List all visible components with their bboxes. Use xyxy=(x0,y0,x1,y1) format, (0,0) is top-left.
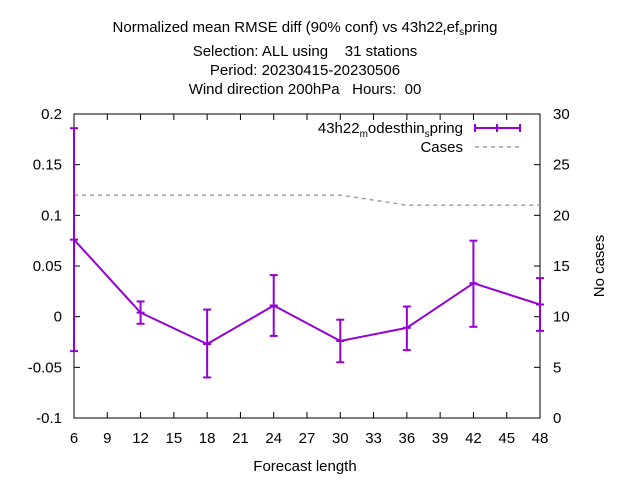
y2-tick-label: 5 xyxy=(553,359,561,376)
x-tick-label: 18 xyxy=(199,430,216,447)
y-tick-label: 0.1 xyxy=(41,207,62,224)
error-bar xyxy=(469,239,478,328)
x-tick-label: 27 xyxy=(299,430,316,447)
y-tick-label: 0.15 xyxy=(33,157,62,174)
y2-tick-label: 15 xyxy=(553,258,570,275)
x-tick-label: 33 xyxy=(365,430,382,447)
error-bar xyxy=(70,127,78,353)
y-tick-label: -0.05 xyxy=(28,359,62,376)
series-1-line xyxy=(73,238,541,346)
plot-frame xyxy=(73,113,541,419)
series-layer xyxy=(70,127,544,379)
x-tick-label: 48 xyxy=(532,430,549,447)
y2-tick-label: 10 xyxy=(553,309,570,326)
title-line-2: Selection: ALL using 31 stations xyxy=(192,43,418,60)
y-tick-label: 0 xyxy=(54,309,62,326)
legend-label-series-1: 43h22modesthinspring xyxy=(318,120,463,140)
error-bar xyxy=(536,277,544,332)
x-tick-label: 36 xyxy=(399,430,416,447)
chart-title: Normalized mean RMSE diff (90% conf) vs … xyxy=(0,18,610,99)
x-tick-label: 15 xyxy=(166,430,183,447)
x-tick-label: 45 xyxy=(498,430,515,447)
legend-label-cases: Cases xyxy=(420,139,463,156)
x-tick-label: 24 xyxy=(265,430,282,447)
x-tick-label: 6 xyxy=(70,430,78,447)
y2-tick-label: 25 xyxy=(553,157,570,174)
axes: 6 9 12 15 18 21 24 27 30 33 36 39 42 45 48 -0.1 -0.05 0 0.… xyxy=(28,106,570,447)
error-bar xyxy=(336,318,345,364)
y-tick-label: 0.2 xyxy=(41,106,62,123)
error-bar xyxy=(269,274,278,337)
y2-tick-label: 0 xyxy=(553,410,561,427)
y2-tick-label: 30 xyxy=(553,106,570,123)
y-tick-label: 0.05 xyxy=(33,258,62,275)
x-tick-label: 9 xyxy=(103,430,111,447)
legend: 43h22modesthinspring Cases xyxy=(318,120,521,156)
x-tick-label: 39 xyxy=(432,430,449,447)
x-tick-label: 21 xyxy=(232,430,249,447)
cases-line xyxy=(74,194,540,206)
y2-axis-label: No cases xyxy=(591,235,608,298)
title-line-4: Wind direction 200hPa Hours: 00 xyxy=(188,81,422,98)
y-tick-label: -0.1 xyxy=(36,410,62,427)
error-bar xyxy=(402,305,411,352)
error-bar xyxy=(136,300,145,325)
title-line-1: Normalized mean RMSE diff (90% conf) vs … xyxy=(112,19,498,38)
x-tick-label: 12 xyxy=(132,430,149,447)
error-bar xyxy=(203,308,212,379)
x-axis-label: Forecast length xyxy=(253,458,356,475)
legend-swatch-series-1 xyxy=(474,124,521,132)
title-line-3: Period: 20230415-20230506 xyxy=(209,62,401,79)
x-tick-label: 42 xyxy=(465,430,482,447)
y2-tick-label: 20 xyxy=(553,207,570,224)
x-tick-label: 30 xyxy=(332,430,349,447)
